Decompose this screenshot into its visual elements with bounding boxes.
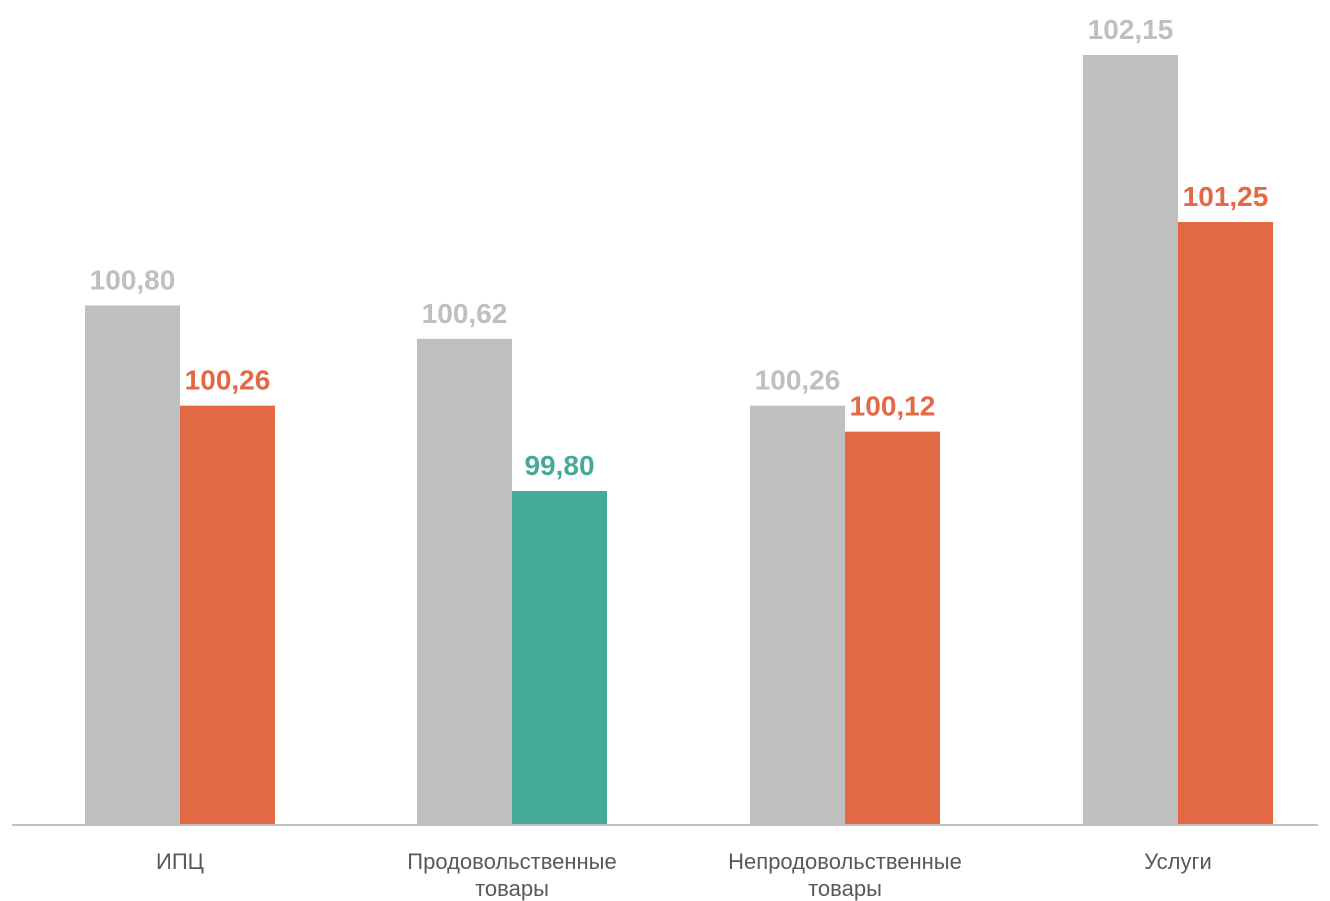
value-label-s1-c3: 101,25: [1183, 181, 1269, 212]
x-tick-label-3: Услуги: [1144, 849, 1212, 874]
value-label-s1-c0: 100,26: [185, 365, 271, 396]
x-tick-label-2-line-0: Непродовольственные: [728, 849, 962, 874]
bar-s0-c0: [85, 305, 180, 825]
bar-s1-c1: [512, 491, 607, 825]
value-label-s0-c0: 100,80: [90, 264, 176, 295]
x-tick-label-2-line-1: товары: [808, 876, 882, 901]
tick-labels-layer: ИПЦ Продовольственные товарыНепродовольств…: [156, 849, 1212, 901]
value-label-s1-c1: 99,80: [524, 450, 594, 481]
x-tick-label-1-line-1: товары: [475, 876, 549, 901]
bar-s1-c3: [1178, 221, 1273, 826]
x-tick-label-0: ИПЦ: [156, 849, 204, 874]
value-label-s0-c3: 102,15: [1088, 14, 1174, 45]
bar-s0-c1: [417, 338, 512, 825]
bar-s0-c3: [1083, 55, 1178, 825]
x-tick-label-1-line-0: Продовольственные: [407, 849, 616, 874]
x-tick-label-2: Непродовольственные товары: [728, 849, 962, 901]
value-label-s0-c1: 100,62: [422, 298, 508, 329]
bar-s1-c0: [180, 405, 275, 825]
bar-s0-c2: [750, 405, 845, 825]
x-tick-label-1: Продовольственные товары: [407, 849, 616, 901]
x-tick-label-3-line-0: Услуги: [1144, 849, 1212, 874]
value-labels-layer: 100,80 100,26 100,62 99,80 100,26 100,12 102,1…: [90, 14, 1269, 481]
value-label-s0-c2: 100,26: [755, 365, 841, 396]
x-tick-label-0-line-0: ИПЦ: [156, 849, 204, 874]
bar-s1-c2: [845, 431, 940, 825]
bars-layer: [85, 55, 1273, 826]
value-label-s1-c2: 100,12: [850, 391, 936, 422]
